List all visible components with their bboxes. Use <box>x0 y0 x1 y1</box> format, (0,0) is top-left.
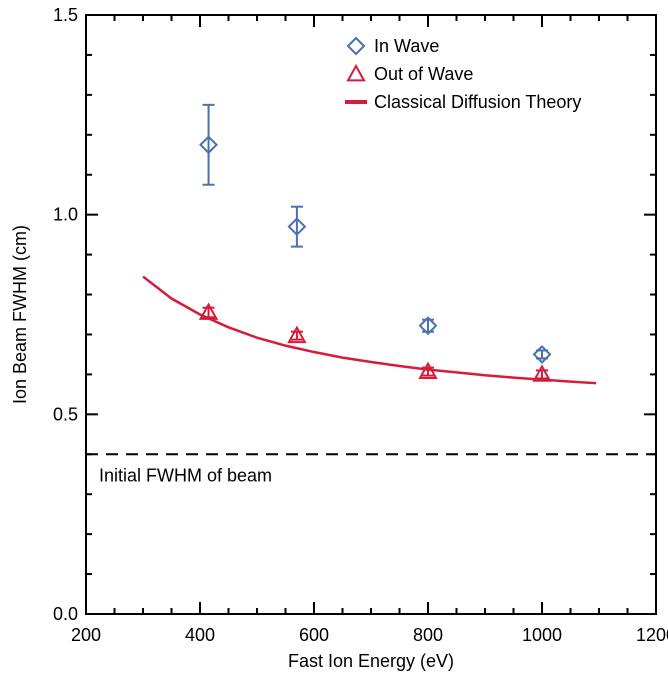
diamond-marker <box>287 217 307 237</box>
triangle-marker <box>346 63 366 82</box>
x-tick-label: 400 <box>185 625 215 645</box>
x-tick-label: 600 <box>299 625 329 645</box>
diamond-marker <box>418 316 438 336</box>
legend-item: In Wave <box>346 36 439 56</box>
legend-label: Out of Wave <box>374 64 473 84</box>
legend-label: Classical Diffusion Theory <box>374 92 581 112</box>
diamond-marker <box>199 135 218 155</box>
legend: In Wave Out of Wave Classical Diffusion Th… <box>345 36 581 112</box>
y-tick-label: 0.0 <box>53 604 78 624</box>
x-tick-label: 800 <box>413 625 443 645</box>
series-triangle <box>198 302 552 382</box>
data-point <box>418 316 438 336</box>
x-axis-label: Fast Ion Energy (eV) <box>288 651 454 671</box>
y-tick-label: 0.5 <box>53 404 78 424</box>
legend-item: Out of Wave <box>346 63 473 84</box>
series-diamond <box>199 103 552 364</box>
data-point <box>199 103 218 186</box>
data-point <box>287 325 307 344</box>
diamond-marker <box>532 345 552 364</box>
reference-line-label: Initial FWHM of beam <box>99 465 272 485</box>
series-group <box>142 103 597 385</box>
y-axis-label: Ion Beam FWHM (cm) <box>10 225 30 404</box>
y-tick-label: 1.5 <box>53 5 78 25</box>
data-point <box>287 205 307 248</box>
diamond-marker <box>346 36 366 56</box>
x-tick-label: 1000 <box>522 625 562 645</box>
series-line <box>142 275 597 385</box>
legend-label: In Wave <box>374 36 439 56</box>
theory-curve <box>142 275 597 385</box>
triangle-marker <box>287 325 307 344</box>
legend-item: Classical Diffusion Theory <box>345 92 581 112</box>
y-tick-label: 1.0 <box>53 205 78 225</box>
x-tick-label: 200 <box>71 625 101 645</box>
data-point <box>532 345 552 364</box>
